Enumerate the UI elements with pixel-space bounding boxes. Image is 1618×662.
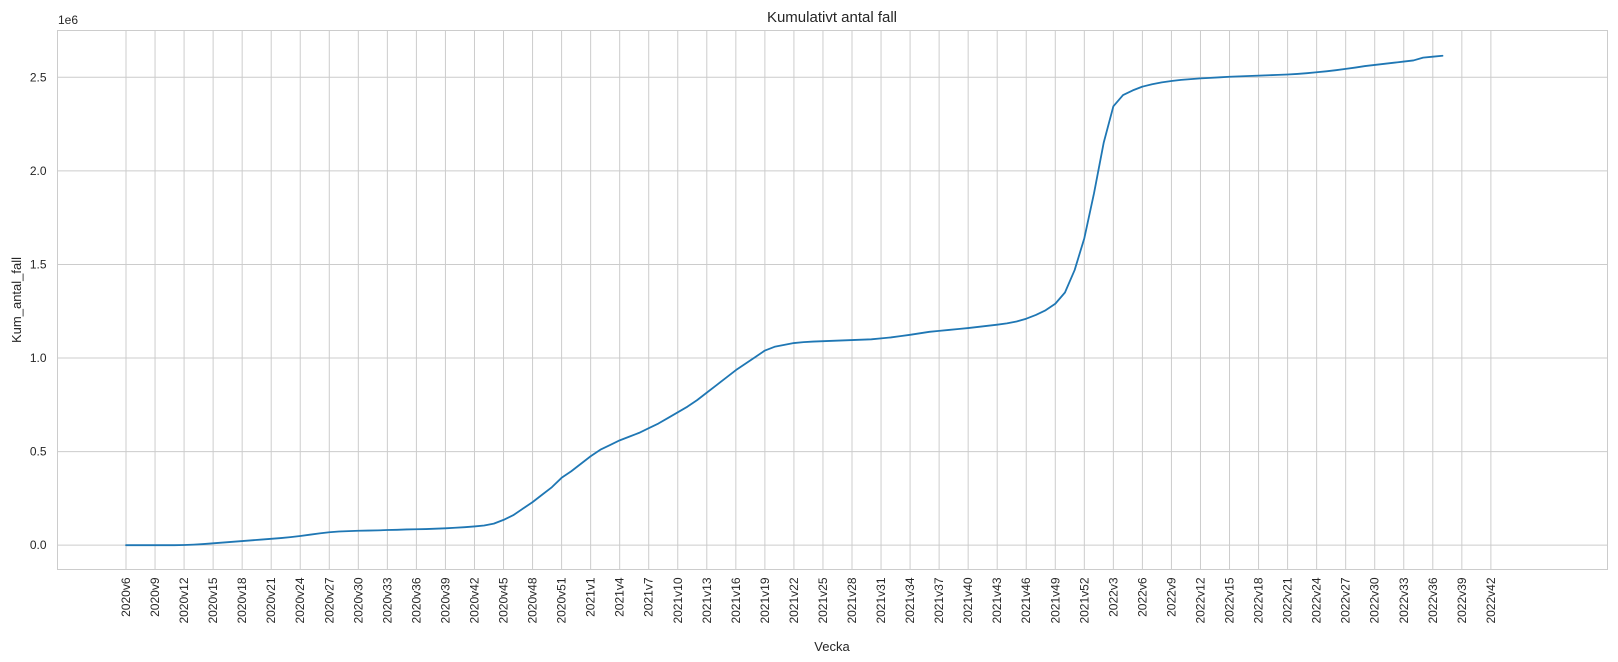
y-axis-label: Kum_antal_fall [9, 257, 24, 343]
y-tick-label: 1.5 [30, 257, 47, 271]
y-tick-labels: 0.0 0.5 1.0 1.5 2.0 2.5 [30, 70, 47, 552]
x-tick-label: 2021v46 [1019, 577, 1033, 623]
y-tick-label: 1.0 [30, 351, 47, 365]
x-tick-label: 2020v51 [555, 577, 569, 623]
x-tick-label: 2021v43 [990, 577, 1004, 623]
x-tick-label: 2022v9 [1164, 577, 1178, 617]
x-tick-label: 2020v48 [526, 577, 540, 623]
x-tick-label: 2022v30 [1368, 577, 1382, 623]
x-tick-label: 2021v28 [845, 577, 859, 623]
x-tick-label: 2021v10 [671, 577, 685, 623]
plot-background [57, 30, 1608, 570]
x-tick-label: 2021v13 [700, 577, 714, 623]
x-tick-label: 2021v16 [729, 577, 743, 623]
y-tick-label: 2.5 [30, 70, 47, 84]
x-tick-label: 2021v22 [787, 577, 801, 623]
x-tick-label: 2022v36 [1426, 577, 1440, 623]
x-tick-label: 2020v12 [177, 577, 191, 623]
x-tick-label: 2021v49 [1048, 577, 1062, 623]
grid-lines [57, 30, 1608, 570]
x-tick-label: 2020v45 [497, 577, 511, 623]
x-tick-label: 2021v34 [903, 577, 917, 623]
x-tick-label: 2021v19 [758, 577, 772, 623]
y-tick-label: 2.0 [30, 164, 47, 178]
x-tick-label: 2020v9 [148, 577, 162, 617]
y-offset-label: 1e6 [58, 13, 78, 27]
x-tick-label: 2021v31 [874, 577, 888, 623]
x-tick-label: 2022v6 [1135, 577, 1149, 617]
x-axis-label: Vecka [814, 639, 850, 654]
x-tick-label: 2021v25 [816, 577, 830, 623]
series-line [125, 54, 1444, 547]
x-tick-label: 2020v15 [206, 577, 220, 623]
x-tick-label: 2021v4 [613, 577, 627, 617]
x-tick-label: 2022v27 [1339, 577, 1353, 623]
x-tick-label: 2022v42 [1484, 577, 1498, 623]
x-tick-label: 2020v27 [322, 577, 336, 623]
x-tick-label: 2020v42 [467, 577, 481, 623]
y-tick-label: 0.0 [30, 538, 47, 552]
x-tick-label: 2021v37 [932, 577, 946, 623]
x-tick-label: 2022v21 [1281, 577, 1295, 623]
x-tick-label: 2022v33 [1397, 577, 1411, 623]
x-tick-labels: 2020v6 2020v9 2020v12 2020v15 2020v18 2020v21… [119, 577, 1498, 623]
x-tick-label: 2021v52 [1077, 577, 1091, 623]
x-tick-label: 2022v39 [1455, 577, 1469, 623]
x-tick-label: 2020v24 [293, 577, 307, 623]
x-tick-label: 2020v36 [409, 577, 423, 623]
series-layer [125, 54, 1444, 547]
x-tick-label: 2020v21 [264, 577, 278, 623]
x-tick-label: 2022v15 [1223, 577, 1237, 623]
chart-title: Kumulativt antal fall [767, 9, 897, 26]
x-tick-label: 2020v18 [235, 577, 249, 623]
x-tick-label: 2022v3 [1106, 577, 1120, 617]
x-tick-label: 2020v30 [351, 577, 365, 623]
x-tick-label: 2022v12 [1193, 577, 1207, 623]
x-tick-label: 2022v24 [1310, 577, 1324, 623]
y-tick-label: 0.5 [30, 445, 47, 459]
x-tick-label: 2021v40 [961, 577, 975, 623]
x-tick-label: 2021v7 [642, 577, 656, 617]
x-tick-label: 2022v18 [1252, 577, 1266, 623]
x-tick-label: 2021v1 [584, 577, 598, 617]
x-tick-label: 2020v39 [438, 577, 452, 623]
x-tick-label: 2020v33 [380, 577, 394, 623]
x-tick-label: 2020v6 [119, 577, 133, 617]
plot-frame [57, 30, 1608, 570]
